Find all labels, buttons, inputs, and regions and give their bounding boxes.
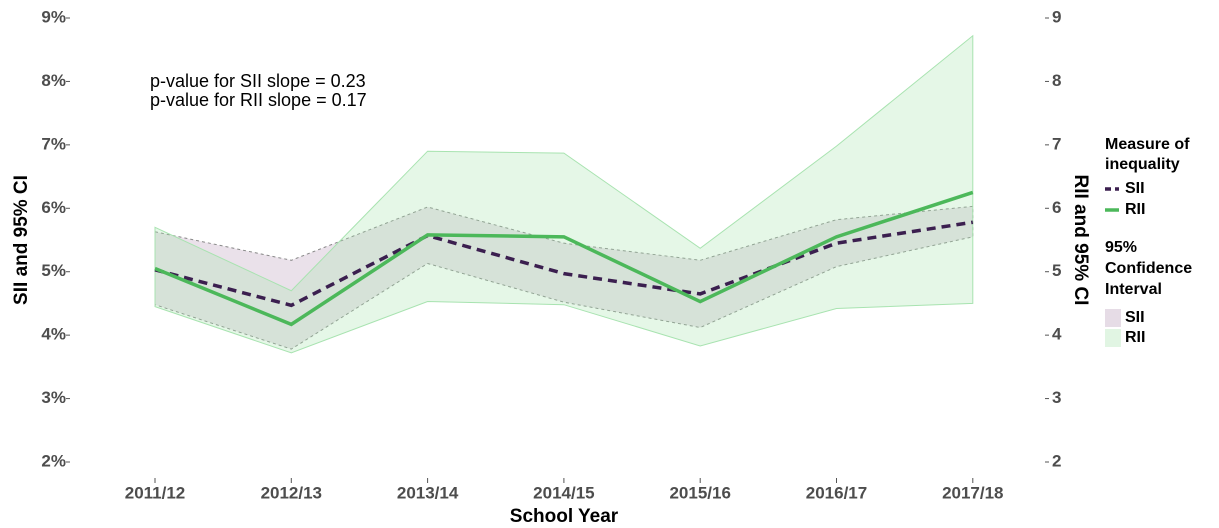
y2-tick-label: 5 [1052, 261, 1061, 280]
x-tick-label: 2015/16 [669, 483, 730, 502]
y2-tick-label: 2 [1052, 451, 1061, 470]
legend-label: SII [1125, 309, 1145, 326]
y2-axis-label: RII and 95% CI [1070, 175, 1091, 306]
y-tick-label: 3% [41, 388, 66, 407]
y-axis-label: SII and 95% CI [11, 175, 32, 305]
annotation: p-value for RII slope = 0.17 [150, 90, 367, 110]
x-axis-label: School Year [510, 506, 619, 527]
y-tick-label: 5% [41, 261, 66, 280]
legend-label: RII [1125, 329, 1145, 346]
x-tick-label: 2017/18 [942, 483, 1003, 502]
y-tick-label: 8% [41, 71, 66, 90]
y2-tick-label: 7 [1052, 134, 1061, 153]
legend-title: inequality [1105, 156, 1180, 173]
y2-tick-label: 3 [1052, 388, 1061, 407]
legend-swatch [1105, 329, 1121, 347]
x-tick-label: 2011/12 [125, 483, 186, 502]
series-line [154, 190, 974, 327]
legend-label: RII [1125, 201, 1145, 218]
legend-title: Interval [1105, 281, 1162, 298]
legend-title: Confidence [1105, 260, 1192, 277]
y-tick-label: 7% [41, 134, 66, 153]
legend-title: Measure of [1105, 136, 1190, 153]
legend-label: SII [1125, 180, 1145, 197]
ci-band [154, 34, 974, 354]
y2-tick-label: 6 [1052, 198, 1061, 217]
legend-title: 95% [1105, 239, 1137, 256]
x-tick-label: 2013/14 [397, 483, 459, 502]
x-tick-label: 2016/17 [806, 483, 867, 502]
y2-tick-label: 8 [1052, 71, 1061, 90]
y-tick-label: 9% [41, 7, 66, 26]
y2-tick-label: 4 [1052, 325, 1062, 344]
y-tick-label: 2% [41, 451, 66, 470]
y-tick-label: 6% [41, 198, 66, 217]
ci-band [154, 205, 974, 350]
series-line [154, 220, 974, 308]
legend-swatch [1105, 309, 1121, 327]
annotation: p-value for SII slope = 0.23 [150, 71, 366, 91]
y2-tick-label: 9 [1052, 7, 1061, 26]
x-tick-label: 2012/13 [261, 483, 322, 502]
x-tick-label: 2014/15 [533, 483, 594, 502]
y-tick-label: 4% [41, 325, 66, 344]
